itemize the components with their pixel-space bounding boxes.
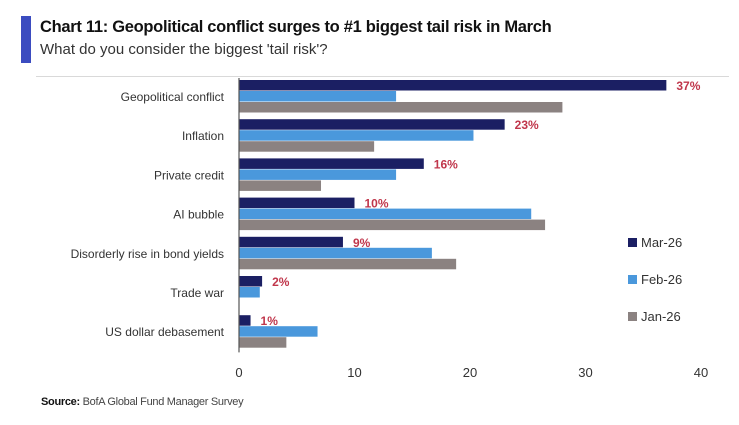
x-tick-label: 30 (578, 365, 592, 380)
bar-feb-26 (239, 130, 474, 141)
legend-label: Jan-26 (641, 309, 681, 324)
data-label: 37% (676, 79, 700, 93)
legend-swatch (628, 275, 637, 284)
source-label: Source: (41, 396, 80, 408)
data-label: 1% (261, 314, 279, 328)
bar-feb-26 (239, 247, 432, 259)
bar-jan-26 (239, 102, 563, 113)
data-label: 16% (434, 157, 458, 171)
source-text: BofA Global Fund Manager Survey (79, 396, 244, 408)
x-tick-label: 40 (694, 365, 708, 380)
legend-label: Feb-26 (641, 272, 682, 287)
bar-feb-26 (239, 91, 397, 102)
bar-mar-26 (239, 158, 424, 169)
category-label: Disorderly rise in bond yields (71, 247, 224, 261)
category-label: Private credit (154, 168, 225, 182)
header-separator (36, 76, 729, 77)
bar-mar-26 (239, 119, 505, 130)
title-accent-bar (21, 16, 31, 63)
bar-mar-26 (239, 276, 263, 287)
bar-mar-26 (239, 236, 343, 248)
bar-jan-26 (239, 141, 375, 152)
bar-jan-26 (239, 180, 322, 191)
bar-mar-26 (239, 80, 667, 91)
category-label: Geopolitical conflict (121, 90, 225, 104)
bar-jan-26 (239, 258, 457, 270)
bar-mar-26 (239, 197, 355, 209)
category-label: Trade war (170, 286, 224, 300)
bar-feb-26 (239, 169, 397, 180)
category-labels: Geopolitical conflict Inflation Private cr… (71, 90, 225, 339)
x-tick-label: 10 (347, 365, 361, 380)
data-label: 23% (515, 118, 539, 132)
x-tick-label: 0 (235, 365, 242, 380)
bar-jan-26 (239, 337, 287, 348)
bar-feb-26 (239, 208, 532, 220)
category-label: Inflation (182, 129, 224, 143)
bar-jan-26 (239, 219, 546, 231)
category-label: AI bubble (173, 208, 224, 222)
category-label: US dollar debasement (105, 325, 224, 339)
bar-feb-26 (239, 287, 260, 298)
x-tick-label: 20 (463, 365, 477, 380)
data-label: 9% (353, 236, 371, 250)
legend-swatch (628, 238, 637, 247)
bars (239, 80, 667, 348)
data-label: 10% (365, 197, 389, 211)
legend-label: Mar-26 (641, 235, 682, 250)
legend: Mar-26 Feb-26 Jan-26 (628, 235, 682, 324)
chart-subtitle: What do you consider the biggest 'tail r… (40, 41, 328, 58)
data-label: 2% (272, 275, 290, 289)
bar-feb-26 (239, 326, 318, 337)
bar-mar-26 (239, 315, 251, 326)
source-note: Source: BofA Global Fund Manager Survey (41, 396, 244, 408)
legend-swatch (628, 312, 637, 321)
x-axis-ticks: 0 10 20 30 40 (235, 365, 708, 380)
data-labels: 37% 23% 16% 10% 9% 2% 1% (261, 79, 701, 328)
chart-title: Chart 11: Geopolitical conflict surges t… (40, 18, 552, 36)
